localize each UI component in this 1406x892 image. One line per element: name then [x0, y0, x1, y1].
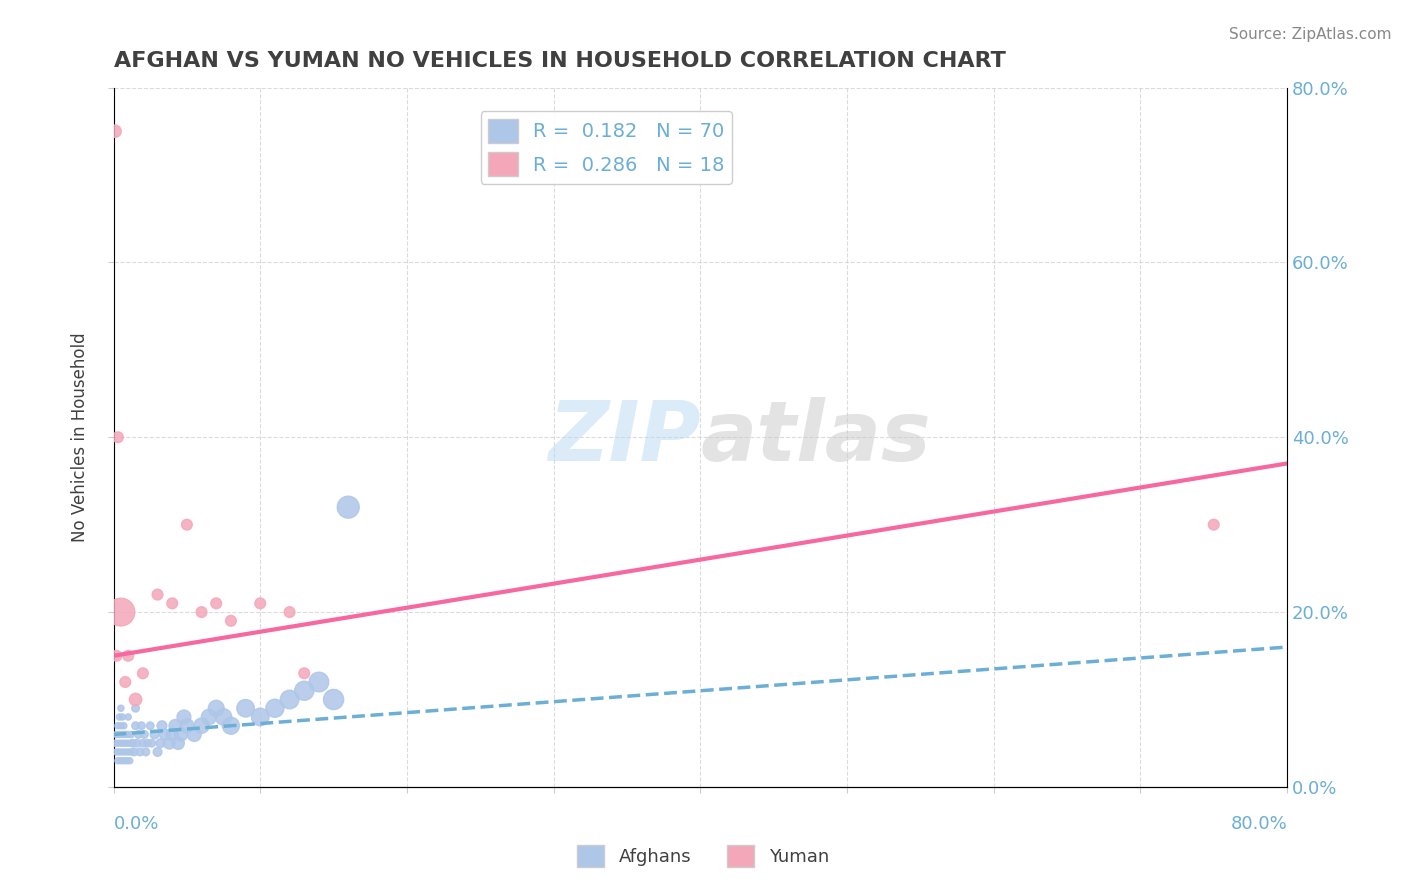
Point: [104, 124, 127, 138]
Point: [167, 736, 190, 750]
Point: [292, 683, 315, 698]
Point: [114, 675, 136, 690]
Text: AFGHAN VS YUMAN NO VEHICLES IN HOUSEHOLD CORRELATION CHART: AFGHAN VS YUMAN NO VEHICLES IN HOUSEHOLD…: [114, 51, 1005, 70]
Point: [124, 701, 146, 715]
Point: [120, 727, 142, 741]
Point: [110, 719, 132, 733]
Point: [105, 745, 128, 759]
Text: Source: ZipAtlas.com: Source: ZipAtlas.com: [1229, 27, 1392, 42]
Point: [235, 701, 257, 715]
Point: [110, 754, 132, 768]
Point: [105, 727, 128, 741]
Point: [107, 719, 129, 733]
Point: [337, 500, 360, 515]
Point: [264, 701, 287, 715]
Point: [322, 692, 344, 706]
Point: [176, 517, 198, 532]
Point: [105, 648, 128, 663]
Point: [249, 710, 271, 724]
Point: [114, 727, 136, 741]
Point: [129, 745, 152, 759]
Point: [160, 596, 183, 610]
Point: [153, 727, 176, 741]
Point: [110, 701, 132, 715]
Point: [146, 745, 169, 759]
Point: [176, 719, 198, 733]
Point: [205, 596, 228, 610]
Point: [212, 710, 235, 724]
Point: [170, 727, 193, 741]
Point: [121, 736, 143, 750]
Point: [146, 588, 169, 602]
Point: [143, 727, 166, 741]
Point: [278, 692, 301, 706]
Point: [120, 745, 142, 759]
Point: [150, 719, 173, 733]
Point: [111, 710, 134, 724]
Point: [219, 614, 242, 628]
Point: [127, 727, 149, 741]
Point: [118, 736, 141, 750]
Point: [135, 745, 157, 759]
Point: [117, 648, 139, 663]
Point: [112, 736, 135, 750]
Point: [111, 745, 134, 759]
Point: [117, 727, 139, 741]
Point: [190, 719, 212, 733]
Point: [117, 745, 139, 759]
Point: [131, 719, 153, 733]
Point: [205, 701, 228, 715]
Point: [160, 727, 183, 741]
Point: [122, 745, 145, 759]
Legend: Afghans, Yuman: Afghans, Yuman: [569, 838, 837, 874]
Point: [139, 719, 162, 733]
Text: 80.0%: 80.0%: [1230, 815, 1286, 833]
Point: [117, 710, 139, 724]
Point: [308, 675, 330, 690]
Point: [141, 736, 163, 750]
Point: [132, 666, 155, 681]
Point: [107, 754, 129, 768]
Point: [111, 727, 134, 741]
Point: [110, 605, 132, 619]
Point: [198, 710, 221, 724]
Point: [107, 736, 129, 750]
Point: [108, 727, 131, 741]
Point: [183, 727, 205, 741]
Point: [115, 754, 138, 768]
Point: [115, 736, 138, 750]
Point: [165, 719, 187, 733]
Point: [173, 710, 195, 724]
Point: [134, 727, 156, 741]
Point: [108, 745, 131, 759]
Point: [104, 736, 127, 750]
Point: [107, 430, 129, 444]
Point: [149, 736, 172, 750]
Point: [112, 754, 135, 768]
Text: ZIP: ZIP: [548, 397, 700, 478]
Point: [136, 736, 159, 750]
Point: [124, 719, 146, 733]
Point: [278, 605, 301, 619]
Point: [132, 736, 155, 750]
Text: atlas: atlas: [700, 397, 931, 478]
Point: [219, 719, 242, 733]
Point: [124, 692, 146, 706]
Legend: R =  0.182   N = 70, R =  0.286   N = 18: R = 0.182 N = 70, R = 0.286 N = 18: [481, 112, 733, 184]
Point: [157, 736, 180, 750]
Point: [292, 666, 315, 681]
Point: [118, 754, 141, 768]
Point: [108, 710, 131, 724]
Point: [125, 736, 148, 750]
Point: [1202, 517, 1225, 532]
Point: [110, 736, 132, 750]
Point: [112, 719, 135, 733]
Point: [249, 596, 271, 610]
Point: [190, 605, 212, 619]
Text: 0.0%: 0.0%: [114, 815, 159, 833]
Point: [114, 745, 136, 759]
Y-axis label: No Vehicles in Household: No Vehicles in Household: [72, 333, 89, 542]
